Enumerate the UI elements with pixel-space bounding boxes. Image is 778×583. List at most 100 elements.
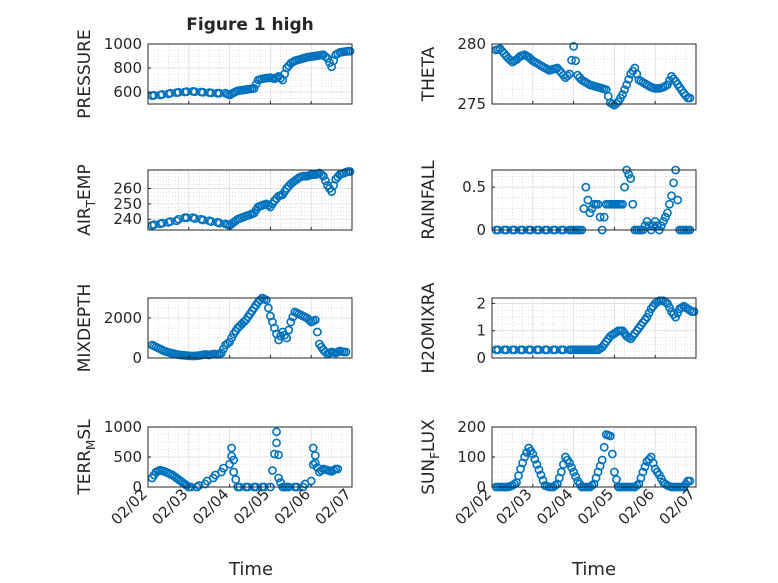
data-point <box>272 438 281 448</box>
data-point <box>505 55 515 65</box>
data-point <box>569 42 578 51</box>
data-point <box>149 90 159 100</box>
data-point <box>644 221 654 231</box>
y-tick-label: 800 <box>113 59 142 77</box>
data-point <box>669 178 678 188</box>
x-axis-label-left: Time <box>228 559 273 580</box>
data-point <box>663 208 672 218</box>
data-point <box>624 75 634 84</box>
data-point <box>190 214 200 223</box>
data-point <box>624 169 634 179</box>
y-tick-label: 1 <box>476 322 486 340</box>
y-axis-label: RAINFALL <box>419 160 439 240</box>
x-tick-label: 02/06 <box>271 485 314 528</box>
data-point <box>274 473 283 483</box>
data-point <box>563 71 572 81</box>
data-point <box>182 87 192 97</box>
data-point <box>214 218 224 228</box>
data-point <box>249 84 259 93</box>
data-point <box>206 88 216 98</box>
data-point <box>581 182 591 192</box>
x-tick-label: 02/05 <box>574 485 617 528</box>
x-tick-label: 02/06 <box>615 485 658 528</box>
data-point <box>607 449 617 459</box>
data-point <box>667 191 676 201</box>
data-point <box>559 345 568 355</box>
x-tick-label: 02/04 <box>533 485 576 528</box>
data-point <box>618 199 627 209</box>
data-point <box>166 88 175 98</box>
data-point <box>157 218 167 228</box>
data-point <box>270 449 279 459</box>
data-point <box>345 46 355 56</box>
data-point <box>565 458 574 468</box>
data-point <box>263 200 273 210</box>
y-tick-label: 240 <box>113 210 142 228</box>
subplot-mixdepth: 0 2000 MIXDEPTH <box>75 284 353 372</box>
subplot-h2omixra: 0 1 2 H2OMIXRA <box>419 282 699 374</box>
axes-box <box>491 43 697 105</box>
figure-title: Figure 1 high <box>186 15 314 35</box>
data-point <box>530 454 540 464</box>
data-point <box>569 467 578 477</box>
data-point <box>550 345 560 355</box>
data-point <box>559 70 568 80</box>
data-point <box>198 87 208 97</box>
data-point <box>579 204 589 213</box>
data-point <box>282 333 292 343</box>
x-tick-label: 02/07 <box>312 485 355 528</box>
data-point <box>658 217 668 226</box>
data-point <box>650 217 660 226</box>
data-point <box>620 182 629 192</box>
data-point <box>263 303 273 313</box>
axes-box <box>491 169 697 231</box>
data-point <box>669 74 678 84</box>
y-tick-label: 0 <box>476 478 486 496</box>
y-tick-label: 0 <box>476 349 486 367</box>
subplot-rainfall: 0 0.5 RAINFALL <box>419 160 697 240</box>
data-point <box>319 171 328 181</box>
data-point <box>583 195 593 205</box>
data-point <box>571 56 581 66</box>
data-point <box>665 199 674 209</box>
subplot-theta: 275 280 THETA <box>419 35 697 113</box>
data-point <box>618 90 627 99</box>
data-point <box>638 467 648 477</box>
data-point <box>673 195 683 205</box>
data-point <box>272 427 281 437</box>
data-point <box>599 442 609 452</box>
x-tick-label: 02/03 <box>492 485 535 528</box>
data-point <box>663 80 672 90</box>
axes-box <box>491 297 697 359</box>
data-point <box>585 208 595 218</box>
data-point <box>321 176 330 186</box>
data-point <box>182 213 192 223</box>
data-point <box>223 339 232 348</box>
data-point <box>632 481 642 490</box>
data-point <box>172 216 181 226</box>
data-point <box>286 317 296 327</box>
y-axis-label: TERRMSL <box>75 419 98 496</box>
y-tick-label: 0 <box>132 349 142 367</box>
y-axis-label: SUNFLUX <box>419 419 442 495</box>
data-point <box>174 87 183 97</box>
data-point <box>229 455 239 465</box>
y-axis-label: AIRTEMP <box>75 164 98 235</box>
data-point <box>310 315 320 325</box>
y-tick-label: 250 <box>113 195 142 213</box>
data-point <box>665 76 674 85</box>
axes-box <box>147 169 353 231</box>
data-point <box>227 443 237 453</box>
y-tick-label: 2000 <box>104 309 142 327</box>
data-point <box>157 90 167 99</box>
data-point <box>648 221 658 231</box>
x-tick-label: 02/07 <box>656 485 699 528</box>
subplot-pressure: 600 800 1000 PRESSURE <box>75 29 355 119</box>
data-point <box>593 199 603 209</box>
data-point <box>656 221 666 231</box>
data-point <box>534 345 544 355</box>
data-point <box>231 475 241 484</box>
y-tick-label: 260 <box>113 179 142 197</box>
